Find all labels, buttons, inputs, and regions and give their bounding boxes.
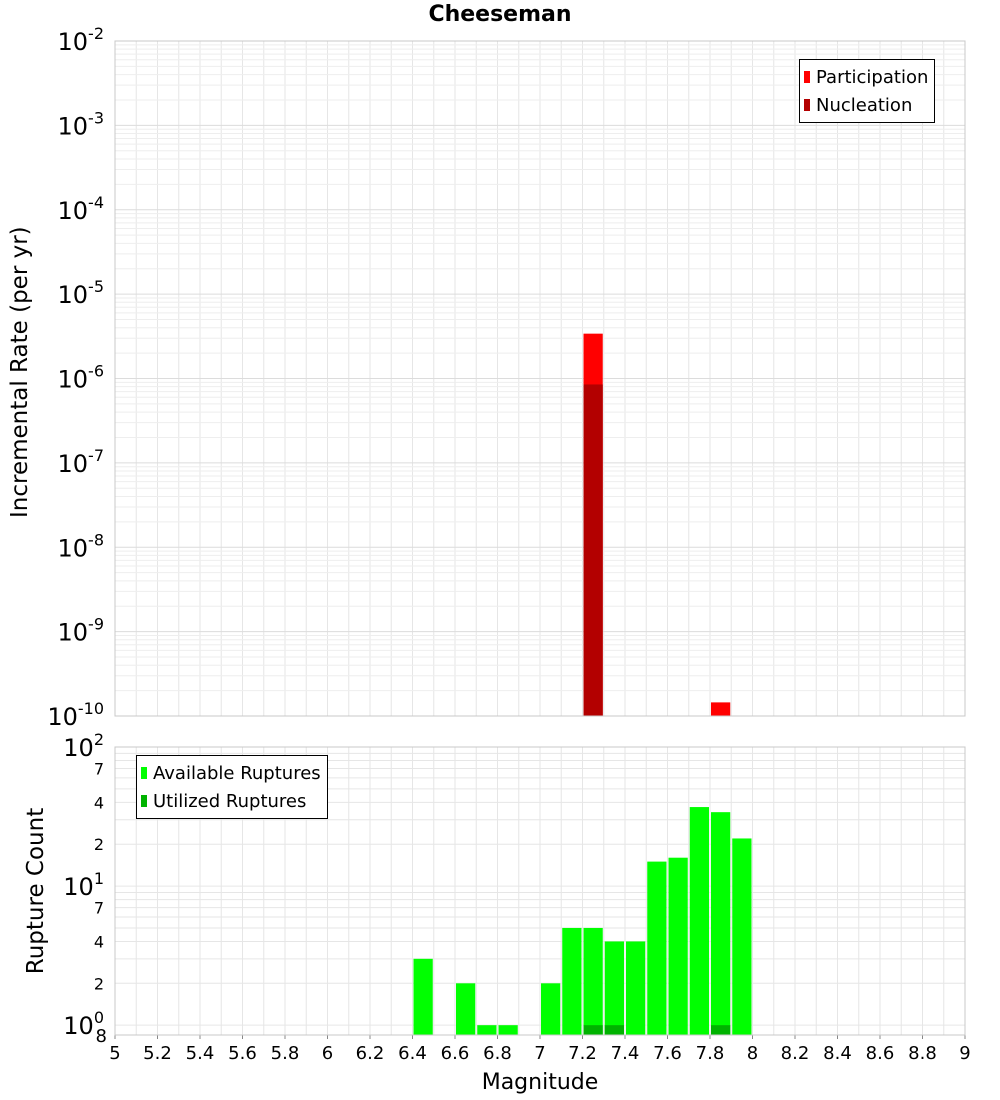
x-tick-label: 5.4 xyxy=(186,1043,215,1064)
bar-available-6.45 xyxy=(413,958,433,1035)
legend-swatch-available xyxy=(141,767,147,779)
top-y-tick-label: 10-2 xyxy=(58,24,105,56)
top-y-tick-label: 10-5 xyxy=(58,277,105,309)
top-plot-bars xyxy=(583,333,731,716)
bar-available-7.25 xyxy=(583,927,603,1035)
legend-swatch-nucleation xyxy=(804,99,810,111)
bottom-legend: Available Ruptures Utilized Ruptures xyxy=(136,755,328,819)
x-tick-label: 8.6 xyxy=(866,1043,895,1064)
bottom-y-tick-label: 7 xyxy=(94,760,104,779)
bar-available-6.75 xyxy=(477,1025,497,1035)
x-tick-label: 6.4 xyxy=(398,1043,427,1064)
x-tick-label: 6.6 xyxy=(441,1043,470,1064)
bar-available-7.55 xyxy=(647,861,667,1035)
bottom-y-tick-label: 100 xyxy=(63,1008,104,1040)
bottom-y-tick-label-extra: 8 xyxy=(96,1026,107,1047)
bottom-y-tick-label: 101 xyxy=(63,869,104,901)
bar-available-7.05 xyxy=(541,983,561,1035)
bar-available-6.65 xyxy=(456,983,476,1035)
bottom-y-tick-label: 4 xyxy=(94,793,104,812)
top-y-tick-label: 10-3 xyxy=(58,108,105,140)
bottom-plot-frame xyxy=(114,746,966,1036)
bar-available-7.75 xyxy=(689,807,709,1035)
x-tick-label: 5.6 xyxy=(228,1043,257,1064)
x-tick-label: 7.4 xyxy=(611,1043,640,1064)
x-axis-ticks: 5 5.2 5.4 5.6 5.8 6 6.2 6.4 6.6 6.8 7 7.2 7.4 7.6 7.8 8… xyxy=(109,1035,971,1064)
x-tick-label: 7.6 xyxy=(653,1043,682,1064)
bar-available-7.85 xyxy=(711,812,731,1035)
x-tick-label: 9 xyxy=(959,1043,970,1064)
legend-item-utilized: Utilized Ruptures xyxy=(141,787,321,815)
bar-available-7.65 xyxy=(668,857,688,1035)
x-tick-label: 5.2 xyxy=(143,1043,172,1064)
bottom-y-tick-label: 4 xyxy=(94,932,104,951)
x-tick-label: 8.8 xyxy=(908,1043,937,1064)
top-plot-grid xyxy=(114,41,966,717)
legend-item-nucleation: Nucleation xyxy=(804,91,928,119)
bar-utilized-7.85 xyxy=(711,1025,731,1035)
bar-available-7.45 xyxy=(626,941,646,1035)
bar-utilized-7.25 xyxy=(583,1025,603,1035)
top-y-tick-label: 10-8 xyxy=(58,530,105,562)
legend-item-available: Available Ruptures xyxy=(141,759,321,787)
top-legend: Participation Nucleation xyxy=(799,59,936,123)
x-tick-label: 8 xyxy=(747,1043,758,1064)
top-y-tick-label: 10-10 xyxy=(47,699,104,731)
x-tick-label: 6.8 xyxy=(483,1043,512,1064)
top-plot-y-ticks: 10-2 10-3 10-4 10-5 10-6 10-7 10-8 10-9 10-10 xyxy=(47,24,104,731)
bottom-y-tick-label: 2 xyxy=(94,835,104,854)
x-tick-label: 5 xyxy=(109,1043,120,1064)
legend-label-utilized: Utilized Ruptures xyxy=(153,790,307,812)
bar-available-6.85 xyxy=(498,1025,518,1035)
legend-label-participation: Participation xyxy=(816,66,929,88)
bar-available-7.95 xyxy=(732,838,752,1035)
top-y-axis-label: Incremental Rate (per yr) xyxy=(7,226,33,518)
legend-swatch-participation xyxy=(804,71,810,83)
bar-participation-7.85 xyxy=(711,702,731,716)
x-tick-label: 6.2 xyxy=(356,1043,385,1064)
bar-utilized-7.35 xyxy=(604,1025,624,1035)
bar-nucleation-7.25 xyxy=(583,384,603,716)
x-tick-label: 8.4 xyxy=(823,1043,852,1064)
x-axis-label: Magnitude xyxy=(481,1070,599,1095)
top-y-tick-label: 10-7 xyxy=(58,446,105,478)
bar-available-7.15 xyxy=(562,927,582,1035)
legend-label-nucleation: Nucleation xyxy=(816,94,913,116)
bottom-plot-bars xyxy=(413,807,752,1035)
x-tick-label: 6 xyxy=(322,1043,333,1064)
x-tick-label: 5.8 xyxy=(271,1043,300,1064)
x-tick-label: 7 xyxy=(534,1043,545,1064)
top-plot-frame xyxy=(114,40,966,717)
bar-available-7.35 xyxy=(604,941,624,1035)
top-y-tick-label: 10-9 xyxy=(58,615,105,647)
legend-swatch-utilized xyxy=(141,795,147,807)
legend-item-participation: Participation xyxy=(804,63,928,91)
bottom-y-axis-label: Rupture Count xyxy=(23,807,49,975)
top-y-tick-label: 10-4 xyxy=(58,193,105,225)
x-tick-label: 7.2 xyxy=(568,1043,597,1064)
x-tick-label: 8.2 xyxy=(781,1043,810,1064)
bottom-y-tick-label: 2 xyxy=(94,974,104,993)
bottom-y-tick-label: 7 xyxy=(94,899,104,918)
bottom-y-tick-label: 102 xyxy=(63,730,104,762)
legend-label-available: Available Ruptures xyxy=(153,762,321,784)
chart-title: Cheeseman xyxy=(428,2,572,27)
top-y-tick-label: 10-6 xyxy=(58,362,105,394)
x-tick-label: 7.8 xyxy=(696,1043,725,1064)
